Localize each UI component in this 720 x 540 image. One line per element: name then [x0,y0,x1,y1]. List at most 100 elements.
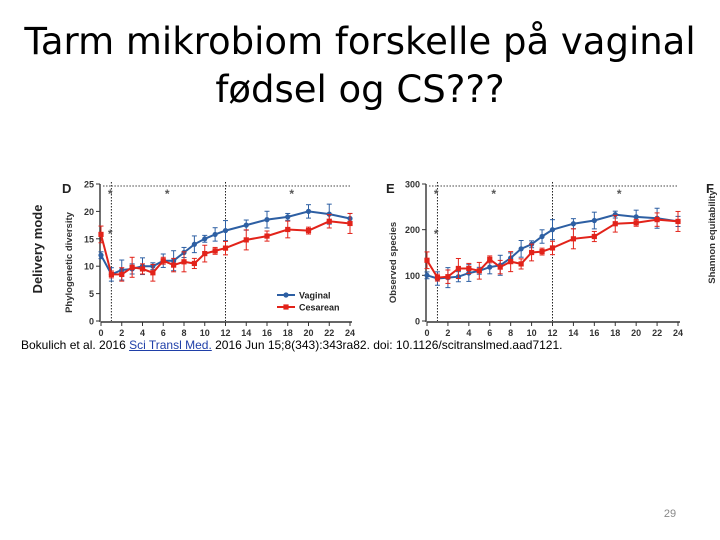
x-tick-label: 20 [631,328,641,338]
panel-label-f: F [706,181,714,196]
data-point-vaginal [222,227,229,234]
x-tick-label: 12 [547,328,557,338]
data-point-cesarean [434,275,441,281]
significance-marker: * [289,187,294,201]
y-tick-label: 100 [405,271,420,281]
significance-marker: * [434,187,439,201]
panel-d-phylogenetic-diversity: D Phylogenetic diversity 0 5 10 15 20 25 0 2 4 6 8 10… [62,180,355,339]
data-point-cesarean [129,264,135,270]
y-tick-label: 10 [84,262,94,272]
citation-details: 2016 Jun 15;8(343):343ra82. doi: 10.1126… [211,338,563,352]
x-tick-label: 2 [445,328,450,338]
legend-marker-cesarean [283,304,289,310]
data-point-cesarean [347,220,353,227]
data-point-cesarean [633,220,639,226]
y-tick-label: 15 [84,234,94,244]
data-point-cesarean [508,259,514,265]
x-tick-label: 16 [262,328,272,338]
data-point-vaginal [202,236,208,242]
x-tick-label: 16 [589,328,599,338]
significance-marker: * [108,227,113,241]
data-point-cesarean [455,265,461,272]
x-tick-label: 18 [283,328,293,338]
data-point-vaginal [243,222,249,228]
data-point-cesarean [549,245,556,251]
data-point-vaginal [591,217,597,224]
y-tick-label: 0 [415,317,420,327]
y-tick-label: 300 [405,180,420,190]
y-tick-label: 5 [89,289,94,299]
x-tick-label: 0 [424,328,429,338]
data-point-vaginal [518,246,524,252]
data-point-cesarean [171,262,177,268]
data-point-cesarean [591,233,597,240]
panel-label-d: D [62,181,71,196]
y-tick-label: 25 [84,180,94,190]
y-axis-label-d: Phylogenetic diversity [64,211,75,313]
x-tick-label: 0 [98,328,103,338]
data-point-vaginal [424,272,430,278]
x-tick-label: 20 [303,328,313,338]
data-point-vaginal [539,233,545,240]
significance-marker: * [434,227,439,241]
data-point-cesarean [150,270,156,276]
x-tick-label: 6 [161,328,166,338]
data-point-vaginal [212,231,218,238]
data-point-cesarean [476,268,482,274]
slide-title-line-2: fødsel og CS??? [215,68,505,111]
data-point-cesarean [675,218,681,225]
axis-label-f: Shannon equitability [707,190,718,284]
x-tick-label: 10 [200,328,210,338]
slide-title-line-1: Tarm mikrobiom forskelle på vaginal [24,20,696,63]
data-point-cesarean [160,258,166,264]
data-point-cesarean [654,217,660,223]
x-tick-label: 24 [673,328,683,338]
x-tick-label: 10 [527,328,537,338]
data-point-cesarean [108,271,114,278]
x-tick-label: 24 [345,328,355,338]
data-point-cesarean [212,248,218,254]
y-tick-label: 200 [405,225,420,235]
x-tick-label: 22 [652,328,662,338]
data-point-cesarean [539,248,545,255]
x-tick-label: 8 [181,328,186,338]
y-tick-label: 0 [89,317,94,327]
data-point-cesarean [518,261,524,267]
x-tick-label: 8 [508,328,513,338]
data-point-vaginal [612,211,618,218]
y-tick-label: 20 [84,207,94,217]
data-point-cesarean [202,250,208,257]
data-point-vaginal [487,264,493,270]
data-point-vaginal [570,221,577,227]
data-point-vaginal [98,252,104,258]
data-point-cesarean [243,237,249,243]
legend-label-vaginal: Vaginal [299,291,331,301]
data-point-cesarean [98,231,104,238]
data-point-cesarean [612,221,618,227]
data-point-vaginal [264,217,270,223]
x-tick-label: 18 [610,328,620,338]
data-point-vaginal [305,208,312,214]
data-point-cesarean [139,266,146,272]
x-tick-label: 2 [119,328,124,338]
significance-marker: * [617,187,622,201]
significance-marker: * [165,187,170,201]
journal-link[interactable]: Sci Transl Med. [129,338,212,352]
data-point-vaginal [285,214,291,220]
data-point-cesarean [445,274,451,280]
data-point-cesarean [119,271,125,278]
data-point-cesarean [305,227,312,234]
data-point-vaginal [549,227,556,233]
data-point-cesarean [181,259,187,265]
x-tick-label: 12 [220,328,230,338]
panel-label-e: E [386,181,395,196]
x-tick-label: 22 [324,328,334,338]
x-tick-label: 6 [487,328,492,338]
data-point-cesarean [497,264,503,270]
citation-authors: Bokulich et al. 2016 [21,338,130,352]
data-point-cesarean [285,226,291,233]
data-point-cesarean [326,218,332,224]
data-point-vaginal [191,241,197,247]
data-point-cesarean [264,233,270,239]
